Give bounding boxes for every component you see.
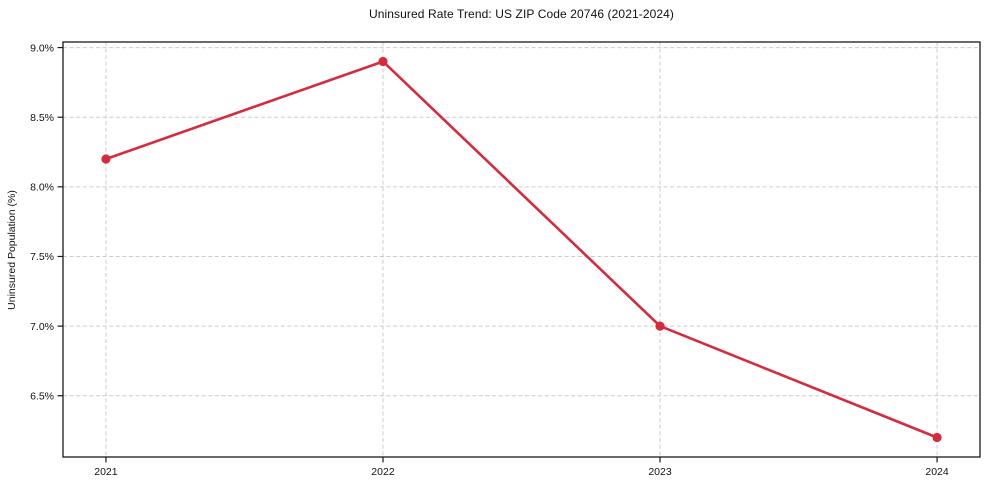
chart-title: Uninsured Rate Trend: US ZIP Code 20746 …: [368, 7, 675, 21]
data-point-marker: [932, 432, 942, 443]
x-tick-label: 2023: [648, 466, 672, 478]
data-point-marker: [101, 154, 111, 164]
x-tick-label: 2021: [94, 466, 118, 478]
data-point-marker: [655, 321, 665, 331]
y-tick-label: 6.5%: [30, 390, 54, 402]
y-tick-label: 9.0%: [30, 42, 54, 54]
x-tick-label: 2022: [371, 466, 395, 478]
trend-line: [104, 60, 939, 439]
y-tick-label: 8.0%: [30, 182, 54, 194]
y-axis-label: Uninsured Population (%): [6, 190, 18, 310]
x-tick-label: 2024: [925, 466, 949, 478]
y-tick-label: 7.0%: [30, 321, 54, 333]
y-tick-label: 7.5%: [30, 251, 54, 263]
y-tick-label: 8.5%: [30, 112, 54, 124]
data-point-marker: [378, 56, 388, 67]
axes-spines: [62, 41, 981, 458]
